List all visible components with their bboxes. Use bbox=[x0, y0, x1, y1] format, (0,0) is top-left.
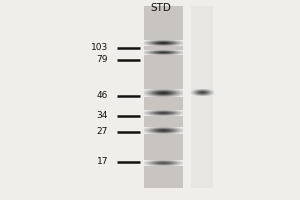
Text: 27: 27 bbox=[97, 128, 108, 136]
Text: STD: STD bbox=[150, 3, 171, 13]
Bar bbox=[144, 6, 183, 188]
Text: 17: 17 bbox=[97, 158, 108, 166]
Text: 34: 34 bbox=[97, 112, 108, 120]
Text: 79: 79 bbox=[97, 55, 108, 64]
Bar bbox=[190, 6, 213, 188]
Text: 46: 46 bbox=[97, 92, 108, 100]
Text: 103: 103 bbox=[91, 44, 108, 52]
